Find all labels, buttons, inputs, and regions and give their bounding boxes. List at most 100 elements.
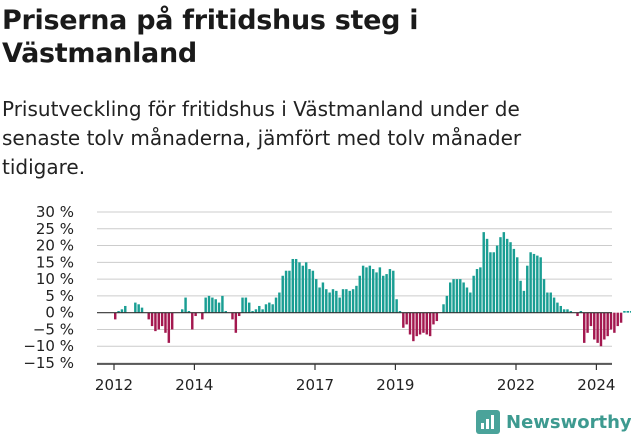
bar [264, 304, 268, 313]
bar [251, 310, 254, 313]
bar [539, 257, 542, 313]
bar [586, 312, 589, 333]
bar [613, 312, 616, 333]
bar [140, 307, 144, 313]
bar [475, 269, 479, 313]
newsworthy-logo: Newsworthy [476, 408, 631, 436]
bar [194, 312, 197, 317]
bar [328, 292, 331, 313]
bar [157, 312, 160, 330]
bar [284, 270, 288, 313]
chart-subtitle: Prisutveckling för fritidshus i Västmanl… [2, 97, 522, 179]
bar [365, 267, 368, 313]
x-tick-label: 2022 [497, 376, 535, 394]
bar [472, 275, 475, 313]
bar [459, 279, 462, 313]
bar [629, 310, 631, 313]
bar [237, 312, 241, 317]
bar [556, 302, 559, 313]
bar [325, 289, 328, 313]
bar [335, 290, 338, 313]
bar [606, 312, 609, 337]
bar [278, 292, 281, 313]
bar [435, 312, 439, 322]
bar [559, 305, 562, 313]
bar [221, 295, 224, 313]
bar [167, 312, 171, 343]
bar [261, 309, 264, 313]
y-tick-label: −10 % [23, 337, 74, 355]
bar [509, 242, 512, 313]
y-tick-label: 0 % [45, 304, 74, 322]
bar [164, 312, 167, 333]
bar [120, 309, 124, 313]
bar [248, 302, 251, 313]
bar [187, 310, 191, 313]
bar [412, 312, 415, 342]
bar [482, 232, 485, 313]
bar [294, 258, 298, 313]
y-tick-label: 15 % [36, 253, 74, 271]
bar [619, 312, 623, 323]
bar [321, 282, 325, 313]
grid-lines [97, 211, 612, 364]
bar [184, 297, 187, 313]
bar [375, 272, 378, 313]
bar [331, 289, 335, 313]
bar [217, 302, 221, 313]
y-tick-label: 30 % [36, 203, 74, 221]
bar [599, 312, 603, 347]
x-tick-label: 2019 [376, 376, 414, 394]
x-tick-label: 2024 [577, 376, 615, 394]
bar [355, 285, 358, 313]
bar [428, 312, 432, 337]
bar [274, 297, 278, 313]
x-axis: 2012 2014 2017 2019 2022 2024 [95, 363, 615, 394]
bar [134, 302, 137, 313]
y-tick-label: 25 % [36, 220, 74, 238]
bar [499, 237, 502, 313]
bar [124, 305, 127, 313]
bar [338, 297, 341, 313]
bar [378, 267, 382, 313]
bar [449, 282, 452, 313]
bar [304, 262, 308, 313]
bar [392, 270, 395, 313]
bar [408, 312, 412, 335]
bar [465, 287, 469, 313]
bar [358, 275, 361, 313]
bar [623, 310, 626, 313]
bar [566, 309, 569, 313]
bar [552, 297, 556, 313]
bar [418, 312, 422, 335]
bar [191, 312, 194, 330]
bar [224, 310, 227, 313]
bar [495, 245, 499, 313]
bar [371, 269, 375, 313]
bar [214, 299, 217, 313]
bar [258, 305, 261, 313]
y-tick-label: −5 % [33, 320, 74, 338]
bar [117, 310, 120, 313]
bar [368, 265, 372, 313]
bar [207, 295, 211, 313]
bar [485, 238, 489, 313]
bar [181, 309, 184, 313]
bar [388, 269, 392, 313]
bar [569, 310, 573, 313]
bar [626, 310, 629, 313]
chart-title: Priserna på fritidshus steg i Västmanlan… [2, 5, 419, 69]
bar [516, 257, 519, 313]
bar [462, 282, 465, 313]
bar [583, 312, 586, 343]
bar [502, 232, 506, 313]
bar [616, 312, 619, 327]
bar [137, 304, 140, 313]
bar [291, 258, 294, 313]
bar [405, 312, 408, 325]
bar [522, 290, 526, 313]
bar [150, 312, 154, 327]
bar [361, 265, 365, 313]
bar [288, 270, 291, 313]
